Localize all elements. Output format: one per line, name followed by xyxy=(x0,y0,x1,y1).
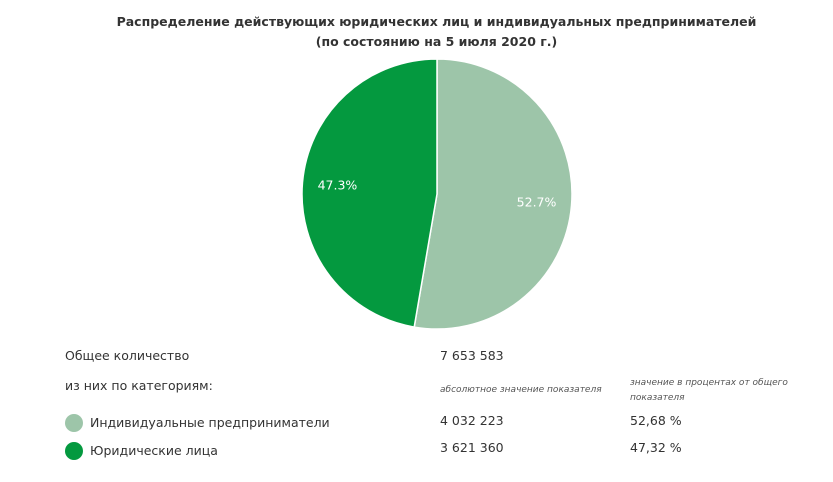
chart-title: Распределение действующих юридических ли… xyxy=(116,14,757,29)
abs-value-header: абсолютное значение показателя xyxy=(440,385,602,395)
row-abs-value: 3 621 360 xyxy=(440,440,504,455)
pie-label-ul: 47.3% xyxy=(318,178,358,193)
pie-slice-ul xyxy=(301,58,438,328)
pie-label-ip: 52.7% xyxy=(517,194,557,209)
row-name: Индивидуальные предприниматели xyxy=(90,415,330,430)
row-abs-value: 4 032 223 xyxy=(440,413,504,428)
pie-slice-ip xyxy=(413,58,573,330)
row-pct-value: 52,68 % xyxy=(630,413,682,428)
chart-subtitle: (по состоянию на 5 июля 2020 г.) xyxy=(315,34,558,49)
legend-dot-ul xyxy=(65,442,83,460)
chart-title-block: Распределение действующих юридических ли… xyxy=(0,12,833,52)
legend-dot-ip xyxy=(65,414,83,432)
total-label: Общее количество xyxy=(65,348,190,363)
pct-value-header: значение в процентах от общего показател… xyxy=(630,378,788,403)
total-value: 7 653 583 xyxy=(440,348,504,363)
row-pct-value: 47,32 % xyxy=(630,440,682,455)
categories-label: из них по категориям: xyxy=(65,378,213,393)
row-name: Юридические лица xyxy=(90,443,218,458)
